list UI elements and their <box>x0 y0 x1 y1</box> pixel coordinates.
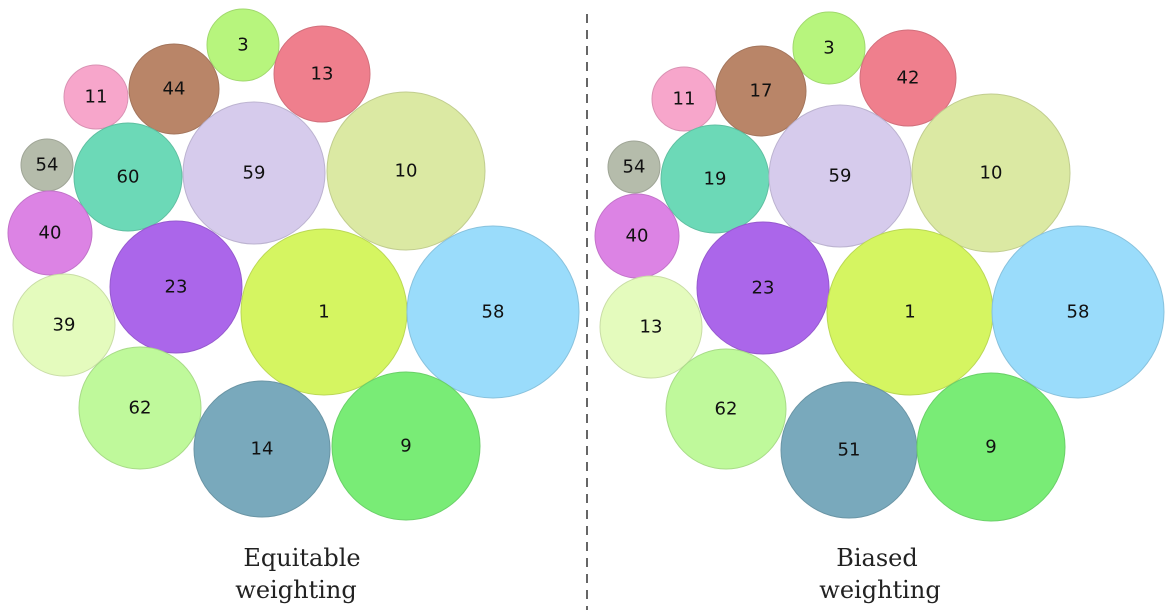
biased-bubble-label-10: 10 <box>980 163 1003 184</box>
equitable-bubble-13 <box>273 25 371 123</box>
equitable-bubble-label-39: 39 <box>53 315 76 336</box>
biased-bubble-label-59: 59 <box>829 166 852 187</box>
equitable-bubble-44 <box>128 43 220 135</box>
biased-bubble-59 <box>768 104 912 248</box>
equitable-bubble-label-44: 44 <box>163 79 186 100</box>
equitable-bubble-label-10: 10 <box>395 161 418 182</box>
equitable-bubble-14 <box>193 380 331 518</box>
equitable-bubble-label-23: 23 <box>165 277 188 298</box>
equitable-bubble-11 <box>63 64 129 130</box>
equitable-bubble-58 <box>406 225 580 399</box>
equitable-bubble-23 <box>109 220 243 354</box>
biased-bubble-label-40: 40 <box>626 226 649 247</box>
equitable-bubble-label-60: 60 <box>117 167 140 188</box>
equitable-bubble-label-40: 40 <box>39 223 62 244</box>
equitable-bubble-62 <box>78 346 202 470</box>
biased-bubbles: 3 42 11 17 54 19 59 10 40 23 1 58 13 62 51 9 <box>594 11 1165 522</box>
biased-bubble-label-62: 62 <box>715 399 738 420</box>
biased-bubble-62 <box>665 348 787 470</box>
biased-bubble-23 <box>696 221 830 355</box>
biased-bubble-54 <box>607 140 661 194</box>
biased-bubble-11 <box>651 66 717 132</box>
biased-bubble-3 <box>792 11 866 85</box>
biased-caption-line-2: weighting <box>819 576 940 604</box>
biased-bubble-58 <box>991 225 1165 399</box>
biased-bubble-42 <box>859 29 957 127</box>
biased-bubble-label-11: 11 <box>673 89 696 110</box>
equitable-bubble-9 <box>331 371 481 521</box>
biased-bubble-label-9: 9 <box>985 437 996 458</box>
biased-bubble-label-54: 54 <box>623 157 646 178</box>
biased-bubble-9 <box>916 372 1066 522</box>
biased-bubble-label-19: 19 <box>704 169 727 190</box>
equitable-bubble-60 <box>73 122 183 232</box>
equitable-bubble-label-14: 14 <box>251 439 274 460</box>
biased-bubble-10 <box>911 93 1071 253</box>
equitable-bubble-59 <box>182 101 326 245</box>
equitable-caption-line-1: Equitable <box>243 544 360 572</box>
equitable-bubble-label-13: 13 <box>311 64 334 85</box>
equitable-bubble-label-59: 59 <box>243 163 266 184</box>
biased-bubble-label-1: 1 <box>904 302 915 323</box>
equitable-bubble-39 <box>12 273 116 377</box>
biased-bubble-label-17: 17 <box>750 81 773 102</box>
equitable-bubble-10 <box>326 91 486 251</box>
biased-bubble-label-23: 23 <box>752 278 775 299</box>
equitable-bubble-label-3: 3 <box>237 35 248 56</box>
biased-bubble-label-42: 42 <box>897 68 920 89</box>
biased-bubble-label-3: 3 <box>823 38 834 59</box>
panel-biased: 3 42 11 17 54 19 59 10 40 23 1 58 13 62 51 9 Biased wei… <box>594 11 1165 604</box>
biased-bubble-17 <box>715 45 807 137</box>
equitable-bubble-label-9: 9 <box>400 436 411 457</box>
biased-bubble-label-13: 13 <box>640 317 663 338</box>
equitable-bubble-40 <box>7 190 93 276</box>
biased-bubble-label-51: 51 <box>838 440 861 461</box>
biased-bubble-13 <box>599 275 703 379</box>
biased-caption-line-1: Biased <box>836 544 918 572</box>
equitable-caption-line-2: weighting <box>235 576 356 604</box>
equitable-bubble-label-62: 62 <box>129 398 152 419</box>
biased-bubble-label-58: 58 <box>1067 302 1090 323</box>
equitable-bubble-label-54: 54 <box>36 155 59 176</box>
equitable-bubble-label-1: 1 <box>318 302 329 323</box>
equitable-bubble-label-11: 11 <box>85 87 108 108</box>
equitable-bubble-label-58: 58 <box>482 302 505 323</box>
equitable-bubbles: 3 13 11 44 54 60 59 10 40 23 1 58 39 62 14 9 <box>7 8 580 521</box>
equitable-bubble-3 <box>206 8 280 82</box>
